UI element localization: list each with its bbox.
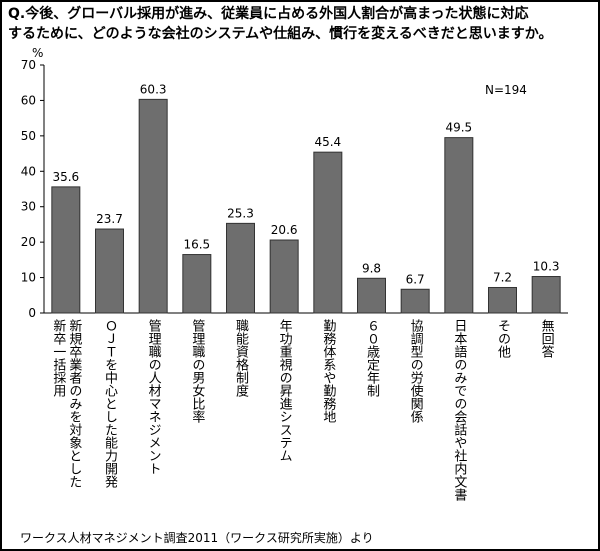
value-label: 25.3: [227, 206, 254, 220]
value-label: 60.3: [140, 82, 167, 96]
y-tick-label: 0: [28, 306, 36, 320]
chart-title: Q.今後、グローバル採用が進み、従業員に占める外国人割合が高まった状態に対応: [8, 5, 529, 22]
x-tick-label: 新卒一括採用: [50, 318, 65, 398]
source: ワークス人材マネジメント調査2011（ワークス研究所実施）より: [20, 530, 374, 545]
bar: [269, 239, 299, 314]
x-tick-label: 管理職の男女比率: [189, 319, 205, 423]
bar: [488, 286, 517, 314]
y-tick-label: 70: [21, 58, 36, 72]
value-label: 20.6: [271, 223, 298, 237]
bar: [313, 151, 343, 314]
value-label: 49.5: [445, 121, 472, 135]
y-tick-label: 20: [21, 235, 36, 249]
value-label: 23.7: [96, 212, 123, 226]
y-tick-label: 10: [21, 271, 36, 285]
annotation: N=194: [485, 83, 527, 97]
x-tick-label: 管理職の人材マネジメント: [146, 319, 162, 475]
y-unit: %: [32, 46, 43, 60]
value-label: 10.3: [533, 260, 560, 274]
value-label: 35.6: [52, 170, 79, 184]
bar: [444, 137, 474, 314]
bar: [357, 277, 386, 314]
value-label: 45.4: [314, 135, 341, 149]
y-tick-label: 30: [21, 200, 36, 214]
x-tick-label: その他: [495, 319, 511, 359]
x-tick-label: 勤務体系や勤務地: [320, 319, 336, 423]
bar: [51, 186, 81, 314]
value-label: 9.8: [362, 261, 381, 275]
y-tick-label: 50: [21, 129, 36, 143]
x-tick-label: 年功重視の昇進システム: [277, 319, 293, 462]
x-tick-label: 協調型の労使関係: [408, 319, 424, 423]
x-tick-label: ＯＪＴを中心とした能力開発: [102, 319, 118, 489]
x-tick-label: 日本語のみでの会話や社内文書: [451, 319, 467, 502]
value-label: 16.5: [183, 238, 210, 252]
x-tick-label: 新規卒業者のみを対象とした: [66, 318, 82, 488]
bar: [400, 288, 430, 314]
bar: [138, 98, 168, 314]
y-tick-label: 60: [21, 93, 36, 107]
bar: [531, 276, 561, 314]
x-tick-label: ６０歳定年制: [364, 319, 380, 397]
x-tick-label: 職能資格制度: [233, 319, 249, 397]
y-tick-label: 40: [21, 164, 36, 178]
bar: [95, 228, 124, 314]
bar: [182, 254, 212, 314]
bar: [226, 222, 255, 314]
x-tick-label: 無回答: [539, 319, 555, 358]
value-label: 6.7: [406, 272, 425, 286]
chart-title: するために、どのような会社のシステムや仕組み、慣行を変えるべきだと思いますか。: [8, 25, 552, 42]
value-label: 7.2: [493, 270, 512, 284]
